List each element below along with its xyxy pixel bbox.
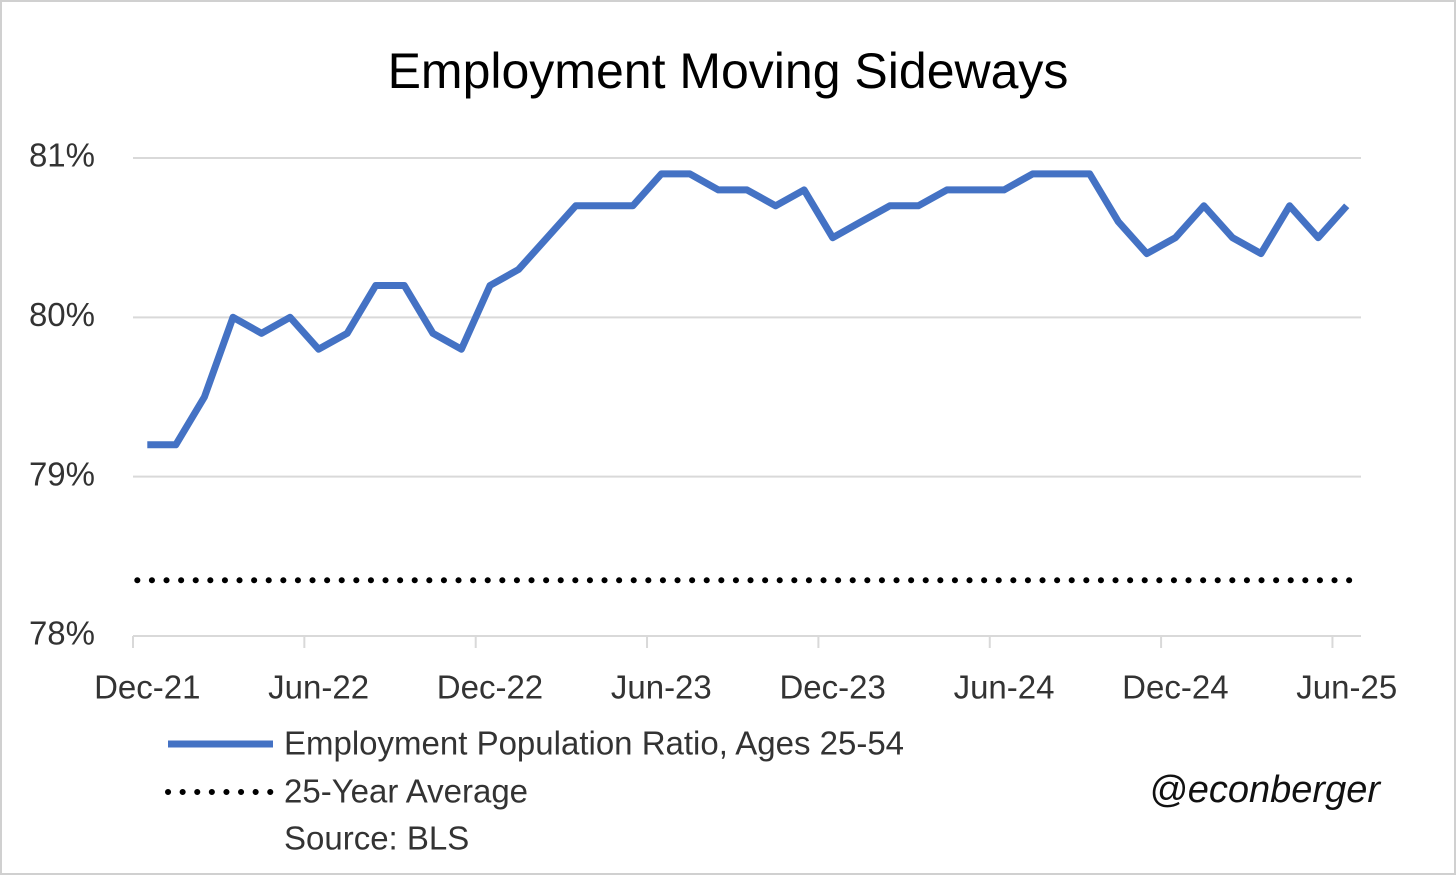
chart-title: Employment Moving Sideways (388, 43, 1069, 99)
y-tick-label: 80% (29, 296, 95, 333)
x-tick-label: Jun-23 (611, 669, 712, 706)
x-tick-label: Dec-22 (437, 669, 543, 706)
data-line (147, 170, 1350, 449)
x-tick-label: Jun-24 (954, 669, 1055, 706)
legend-label: Employment Population Ratio, Ages 25-54 (284, 725, 904, 762)
x-tick-label: Dec-24 (1122, 669, 1228, 706)
x-tick-label: Jun-25 (1296, 669, 1397, 706)
x-tick-label: Dec-21 (94, 669, 200, 706)
source-note: Source: BLS (284, 820, 469, 857)
y-tick-label: 78% (29, 615, 95, 652)
legend-label: 25-Year Average (284, 773, 528, 810)
x-tick-label: Jun-22 (268, 669, 369, 706)
y-tick-label: 81% (29, 137, 95, 174)
x-tick-label: Dec-23 (779, 669, 885, 706)
credit: @econberger (1149, 769, 1381, 811)
y-tick-label: 79% (29, 455, 95, 492)
